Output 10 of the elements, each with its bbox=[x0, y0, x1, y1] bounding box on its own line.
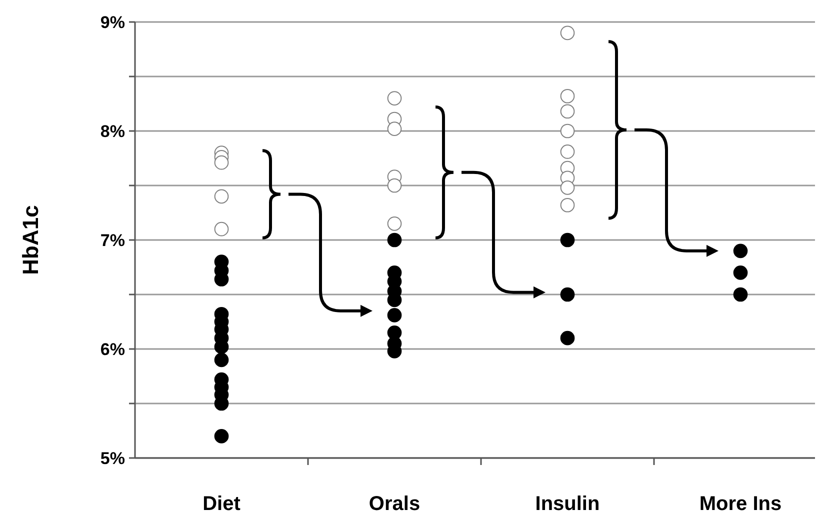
y-tick-label: 9% bbox=[100, 12, 125, 32]
x-tick-label: Diet bbox=[202, 493, 241, 515]
x-tick-label: Orals bbox=[368, 493, 420, 515]
y-axis-title: HbA1c bbox=[18, 205, 43, 275]
x-tick-label: More Ins bbox=[699, 493, 782, 515]
y-tick-label: 5% bbox=[100, 448, 125, 468]
x-tick-label: Insulin bbox=[535, 493, 600, 515]
y-tick-label: 7% bbox=[100, 230, 125, 250]
y-tick-label: 8% bbox=[100, 122, 125, 141]
y-tick-label: 6% bbox=[100, 340, 125, 359]
